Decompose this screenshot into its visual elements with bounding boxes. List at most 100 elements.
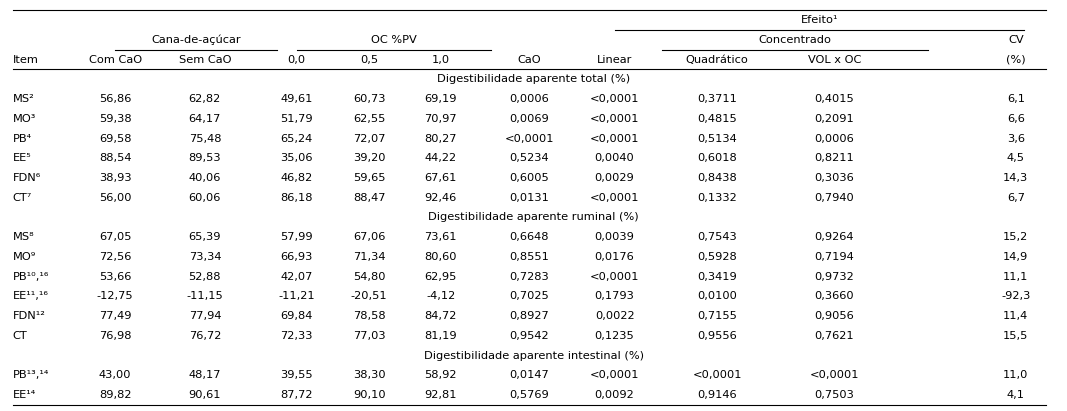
Text: 89,82: 89,82	[99, 390, 131, 400]
Text: <0,0001: <0,0001	[590, 94, 639, 104]
Text: Com CaO: Com CaO	[89, 55, 142, 65]
Text: 0,9056: 0,9056	[814, 311, 855, 321]
Text: 4,1: 4,1	[1007, 390, 1024, 400]
Text: PB⁴: PB⁴	[13, 134, 32, 143]
Text: MS²: MS²	[13, 94, 34, 104]
Text: 14,9: 14,9	[1003, 252, 1029, 262]
Text: 88,54: 88,54	[99, 153, 131, 163]
Text: 46,82: 46,82	[281, 173, 313, 183]
Text: 0,5134: 0,5134	[697, 134, 737, 143]
Text: 69,19: 69,19	[425, 94, 457, 104]
Text: 0,5: 0,5	[361, 55, 378, 65]
Text: 73,61: 73,61	[425, 232, 457, 242]
Text: 0,6005: 0,6005	[509, 173, 550, 183]
Text: 0,3036: 0,3036	[814, 173, 855, 183]
Text: 80,27: 80,27	[425, 134, 457, 143]
Text: 54,80: 54,80	[353, 272, 385, 282]
Text: 89,53: 89,53	[189, 153, 221, 163]
Text: 77,49: 77,49	[99, 311, 131, 321]
Text: Item: Item	[13, 55, 38, 65]
Text: 49,61: 49,61	[281, 94, 313, 104]
Text: -20,51: -20,51	[351, 291, 387, 301]
Text: 0,0040: 0,0040	[594, 153, 635, 163]
Text: 67,05: 67,05	[99, 232, 131, 242]
Text: 14,3: 14,3	[1003, 173, 1029, 183]
Text: EE¹¹,¹⁶: EE¹¹,¹⁶	[13, 291, 49, 301]
Text: 66,93: 66,93	[281, 252, 313, 262]
Text: 71,34: 71,34	[353, 252, 385, 262]
Text: 60,06: 60,06	[189, 193, 221, 203]
Text: 0,0069: 0,0069	[509, 114, 550, 124]
Text: 0,9732: 0,9732	[814, 272, 855, 282]
Text: 0,7621: 0,7621	[814, 331, 855, 341]
Text: 0,5928: 0,5928	[697, 252, 737, 262]
Text: <0,0001: <0,0001	[692, 370, 742, 380]
Text: 64,17: 64,17	[189, 114, 221, 124]
Text: Concentrado: Concentrado	[759, 35, 831, 45]
Text: -12,75: -12,75	[97, 291, 133, 301]
Text: CV: CV	[1008, 35, 1023, 45]
Text: 0,0: 0,0	[288, 55, 305, 65]
Text: 0,8927: 0,8927	[509, 311, 550, 321]
Text: 0,0147: 0,0147	[509, 370, 550, 380]
Text: 69,84: 69,84	[281, 311, 313, 321]
Text: 0,3660: 0,3660	[814, 291, 855, 301]
Text: Quadrático: Quadrático	[686, 55, 748, 65]
Text: 67,06: 67,06	[353, 232, 385, 242]
Text: 52,88: 52,88	[189, 272, 221, 282]
Text: 0,1332: 0,1332	[697, 193, 737, 203]
Text: 0,0029: 0,0029	[594, 173, 635, 183]
Text: 6,6: 6,6	[1007, 114, 1024, 124]
Text: 0,7025: 0,7025	[509, 291, 550, 301]
Text: 0,0131: 0,0131	[509, 193, 550, 203]
Text: 0,8551: 0,8551	[509, 252, 550, 262]
Text: 0,8211: 0,8211	[814, 153, 855, 163]
Text: 40,06: 40,06	[189, 173, 221, 183]
Text: 53,66: 53,66	[99, 272, 131, 282]
Text: 92,46: 92,46	[425, 193, 457, 203]
Text: 43,00: 43,00	[99, 370, 131, 380]
Text: 72,33: 72,33	[281, 331, 313, 341]
Text: 59,38: 59,38	[99, 114, 131, 124]
Text: MO⁹: MO⁹	[13, 252, 36, 262]
Text: 59,65: 59,65	[353, 173, 385, 183]
Text: 44,22: 44,22	[425, 153, 457, 163]
Text: Digestibilidade aparente ruminal (%): Digestibilidade aparente ruminal (%)	[428, 212, 639, 222]
Text: 0,9146: 0,9146	[697, 390, 737, 400]
Text: -11,21: -11,21	[278, 291, 315, 301]
Text: <0,0001: <0,0001	[590, 370, 639, 380]
Text: FDN¹²: FDN¹²	[13, 311, 46, 321]
Text: OC %PV: OC %PV	[371, 35, 416, 45]
Text: 42,07: 42,07	[281, 272, 313, 282]
Text: 0,4815: 0,4815	[697, 114, 737, 124]
Text: <0,0001: <0,0001	[505, 134, 554, 143]
Text: Cana-de-açúcar: Cana-de-açúcar	[152, 35, 241, 45]
Text: 0,7155: 0,7155	[697, 311, 737, 321]
Text: 39,55: 39,55	[281, 370, 313, 380]
Text: 84,72: 84,72	[425, 311, 457, 321]
Text: <0,0001: <0,0001	[590, 193, 639, 203]
Text: 15,2: 15,2	[1003, 232, 1029, 242]
Text: 0,0022: 0,0022	[594, 311, 635, 321]
Text: 0,2091: 0,2091	[814, 114, 855, 124]
Text: 0,0092: 0,0092	[594, 390, 635, 400]
Text: 0,0006: 0,0006	[814, 134, 855, 143]
Text: 0,7283: 0,7283	[509, 272, 550, 282]
Text: CT⁷: CT⁷	[13, 193, 32, 203]
Text: Sem CaO: Sem CaO	[178, 55, 232, 65]
Text: 60,73: 60,73	[353, 94, 385, 104]
Text: 11,1: 11,1	[1003, 272, 1029, 282]
Text: 6,1: 6,1	[1007, 94, 1024, 104]
Text: 58,92: 58,92	[425, 370, 457, 380]
Text: 87,72: 87,72	[281, 390, 313, 400]
Text: 57,99: 57,99	[281, 232, 313, 242]
Text: 51,79: 51,79	[281, 114, 313, 124]
Text: -92,3: -92,3	[1001, 291, 1031, 301]
Text: PB¹³,¹⁴: PB¹³,¹⁴	[13, 370, 49, 380]
Text: 90,61: 90,61	[189, 390, 221, 400]
Text: <0,0001: <0,0001	[590, 114, 639, 124]
Text: 3,6: 3,6	[1007, 134, 1024, 143]
Text: 62,95: 62,95	[425, 272, 457, 282]
Text: 77,03: 77,03	[353, 331, 385, 341]
Text: 0,5234: 0,5234	[509, 153, 550, 163]
